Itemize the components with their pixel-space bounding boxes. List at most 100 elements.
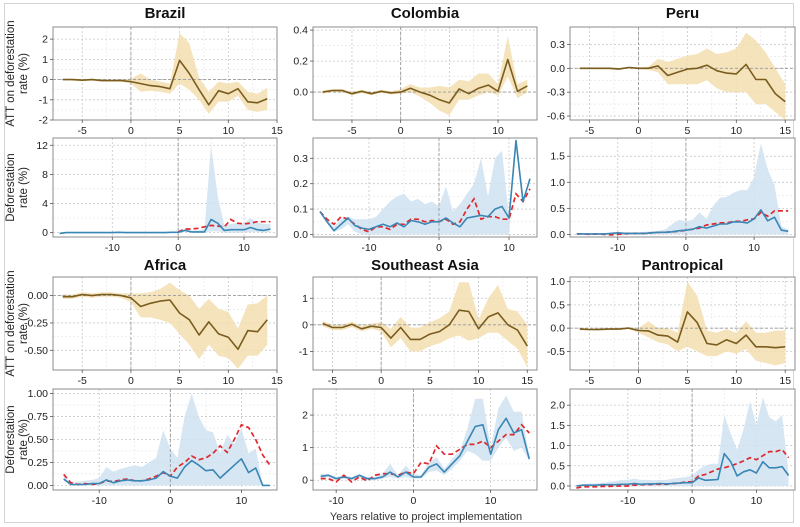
africa-rate-xtick-label: 10 <box>236 495 248 507</box>
africa-rate-ytick-label: 0.75 <box>28 411 49 423</box>
brazil-att-att-line <box>62 59 268 106</box>
panel-title-southeast-asia: Southeast Asia <box>371 257 479 274</box>
pantropical-rate-ytick-label: 0.0 <box>550 480 565 492</box>
africa-rate-xtick-label: 0 <box>167 495 173 507</box>
southeast-asia-rate-xtick-label: 10 <box>485 495 497 507</box>
peru-rate-border <box>569 137 796 238</box>
colombia-att-ytick-label: 0.2 <box>293 56 308 68</box>
peru-att-confidence-band <box>579 32 786 120</box>
southeast-asia-att-xtick-label: 15 <box>521 375 533 387</box>
colombia-att-xtick-label: 10 <box>492 125 504 137</box>
figure-frame <box>4 3 794 523</box>
y-axis-label-rate-row1: rate (%) <box>18 167 30 208</box>
southeast-asia-att-xtick-label: 10 <box>473 375 485 387</box>
pantropical-rate-ytick-label: 2.0 <box>550 400 565 412</box>
colombia-rate-border <box>312 137 538 238</box>
y-axis-label-att-row2: rate (%) <box>18 303 30 344</box>
pantropical-att-ytick-label: -0.5 <box>547 346 565 358</box>
peru-att-ytick-label: 0.3 <box>550 39 565 51</box>
brazil-rate-ytick-label: 4 <box>42 198 48 210</box>
africa-rate-ytick-label: 0.25 <box>28 457 49 469</box>
y-axis-label-rate-row1: Deforestation <box>5 153 17 221</box>
southeast-asia-rate-xtick-label: 0 <box>410 495 416 507</box>
pantropical-att-ytick-label: 0.0 <box>550 323 565 335</box>
southeast-asia-att-ytick-label: 0 <box>302 319 308 331</box>
colombia-rate-ytick-label: 0.0 <box>293 229 308 241</box>
peru-rate-treated-line <box>576 209 789 235</box>
panel-title-colombia: Colombia <box>391 5 460 22</box>
colombia-att-att-line <box>322 58 528 104</box>
brazil-att-xtick-label: 10 <box>222 125 234 137</box>
peru-att-xtick-label: -5 <box>585 125 594 137</box>
colombia-att-border <box>312 26 538 121</box>
brazil-rate-ytick-label: 12 <box>36 140 48 152</box>
brazil-att-xtick-label: -5 <box>78 125 87 137</box>
brazil-att-xtick-label: 15 <box>271 125 283 137</box>
y-axis-label-att-row2: ATT on deforestation <box>5 270 17 376</box>
brazil-att-ytick-label: 2 <box>42 34 48 46</box>
southeast-asia-att-att-line <box>322 309 528 347</box>
y-axis-label-att-row1: ATT on deforestation <box>5 20 17 126</box>
colombia-rate-xtick-label: -10 <box>361 242 376 254</box>
peru-rate-ytick-label: 1.5 <box>550 151 565 163</box>
panel-title-brazil: Brazil <box>145 5 186 22</box>
panel-africa: Africa -5 0 5 10 15 -0.50 -0.25 0.00 -10 0 10 0.00 0.… <box>24 257 283 507</box>
brazil-att-ytick-label: 1 <box>42 54 48 66</box>
southeast-asia-rate-xtick-label: -10 <box>329 495 344 507</box>
pantropical-rate-ytick-label: 1.0 <box>550 440 565 452</box>
brazil-rate-ytick-label: 8 <box>42 169 48 181</box>
panel-title-africa: Africa <box>144 257 187 274</box>
colombia-rate-control-line <box>319 188 531 233</box>
x-axis-label: Years relative to project implementation <box>330 511 522 523</box>
peru-rate-xtick-label: 10 <box>748 242 760 254</box>
pantropical-rate-xtick-label: 0 <box>689 495 695 507</box>
africa-att-ytick-label: -0.50 <box>24 345 48 357</box>
y-axis-label-att-row1: rate (%) <box>18 53 30 94</box>
africa-att-confidence-band <box>62 282 268 369</box>
brazil-rate-xtick-label: 10 <box>238 242 250 254</box>
peru-att-ytick-label: 0.0 <box>550 63 565 75</box>
brazil-rate-xtick-label: -10 <box>105 242 120 254</box>
peru-att-ytick-label: -0.6 <box>547 111 565 123</box>
southeast-asia-rate-treated-line <box>320 417 531 480</box>
southeast-asia-att-xtick-label: 5 <box>427 375 433 387</box>
pantropical-att-ytick-label: 0.5 <box>550 299 565 311</box>
southeast-asia-rate-ytick-label: 2 <box>302 410 308 422</box>
colombia-att-ytick-label: 0.4 <box>293 25 308 37</box>
africa-att-att-line <box>62 293 268 350</box>
colombia-att-xtick-label: -5 <box>347 125 356 137</box>
africa-att-border <box>52 276 278 371</box>
panel-title-peru: Peru <box>666 5 699 22</box>
panel-title-pantropical: Pantropical <box>642 257 724 274</box>
africa-rate-ytick-label: 0.50 <box>28 434 49 446</box>
southeast-asia-att-border <box>312 276 538 371</box>
southeast-asia-rate-border <box>312 388 538 491</box>
brazil-rate-plot-area <box>53 138 277 237</box>
y-axis-label-rate-row2: rate (%) <box>18 419 30 460</box>
colombia-rate-ytick-label: 0.1 <box>293 204 308 216</box>
southeast-asia-rate-control-line <box>320 423 530 483</box>
brazil-rate-xtick-label: 0 <box>175 242 181 254</box>
panel-colombia: Colombia -5 0 5 10 0.0 0.2 0.4 -10 0 10 0.0 0.1 0.2 0.… <box>293 5 538 254</box>
pantropical-rate-treated-line <box>576 452 790 487</box>
colombia-rate-xtick-label: 10 <box>503 242 515 254</box>
pantropical-att-xtick-label: 10 <box>730 375 742 387</box>
colombia-rate-xtick-label: 0 <box>436 242 442 254</box>
peru-att-xtick-label: 10 <box>730 125 742 137</box>
africa-att-xtick-label: 0 <box>128 375 134 387</box>
africa-att-xtick-label: 15 <box>271 375 283 387</box>
brazil-att-ytick-label: 0 <box>42 74 48 86</box>
peru-rate-xtick-label: -10 <box>610 242 625 254</box>
peru-att-xtick-label: 5 <box>684 125 690 137</box>
peru-att-border <box>569 26 796 121</box>
colombia-att-confidence-band <box>322 36 528 116</box>
southeast-asia-att-ytick-label: 1 <box>302 293 308 305</box>
peru-rate-ytick-label: 0.0 <box>550 229 565 241</box>
africa-att-ytick-label: -0.25 <box>24 317 48 329</box>
colombia-att-ytick-label: 0.0 <box>293 87 308 99</box>
peru-rate-xtick-label: 0 <box>683 242 689 254</box>
africa-rate-treated-band <box>63 393 270 486</box>
peru-rate-treated-band <box>576 143 789 235</box>
southeast-asia-rate-ytick-label: 1 <box>302 442 308 454</box>
